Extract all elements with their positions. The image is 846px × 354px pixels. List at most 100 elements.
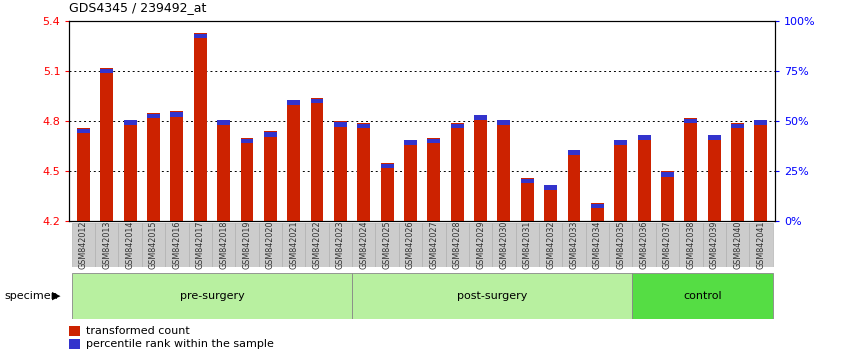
Bar xyxy=(240,139,253,143)
Bar xyxy=(235,223,259,267)
Bar xyxy=(591,204,604,209)
Bar xyxy=(661,171,674,221)
Bar xyxy=(521,178,534,221)
Text: GSM842020: GSM842020 xyxy=(266,221,275,269)
Bar xyxy=(755,120,767,125)
Bar xyxy=(329,223,352,267)
Bar xyxy=(422,223,446,267)
Text: GSM842029: GSM842029 xyxy=(476,221,485,269)
Text: GSM842014: GSM842014 xyxy=(125,221,135,269)
Bar xyxy=(492,223,515,267)
Text: transformed count: transformed count xyxy=(86,326,190,336)
Text: GSM842016: GSM842016 xyxy=(173,221,181,269)
Text: GSM842021: GSM842021 xyxy=(289,221,298,269)
Bar xyxy=(708,135,721,221)
Text: GSM842031: GSM842031 xyxy=(523,221,532,269)
Bar xyxy=(750,223,772,267)
Bar xyxy=(563,223,585,267)
Bar xyxy=(656,223,679,267)
Text: ▶: ▶ xyxy=(52,291,61,301)
Bar xyxy=(585,223,609,267)
Bar xyxy=(568,150,580,155)
Bar xyxy=(544,184,557,221)
Bar xyxy=(661,172,674,177)
Bar xyxy=(451,124,464,129)
Bar xyxy=(124,120,136,221)
Bar xyxy=(404,141,417,145)
Bar xyxy=(69,338,80,349)
Bar xyxy=(95,223,118,267)
Bar xyxy=(679,223,702,267)
Text: specimen: specimen xyxy=(4,291,58,301)
Bar xyxy=(77,129,90,133)
Bar xyxy=(398,223,422,267)
Text: GSM842034: GSM842034 xyxy=(593,221,602,269)
Text: GSM842032: GSM842032 xyxy=(547,221,555,269)
Text: GSM842023: GSM842023 xyxy=(336,221,345,269)
Bar xyxy=(731,124,744,129)
Text: GSM842037: GSM842037 xyxy=(663,221,672,269)
Text: GSM842019: GSM842019 xyxy=(243,221,251,269)
Text: GSM842025: GSM842025 xyxy=(382,221,392,269)
Bar xyxy=(69,326,80,336)
Text: GSM842035: GSM842035 xyxy=(616,221,625,269)
Bar xyxy=(427,138,440,221)
Bar xyxy=(708,136,721,140)
Bar xyxy=(702,223,726,267)
Text: GSM842033: GSM842033 xyxy=(569,221,579,269)
Bar xyxy=(638,136,651,140)
Bar xyxy=(357,124,371,129)
Bar xyxy=(170,111,184,221)
Bar xyxy=(591,203,604,221)
Text: GSM842039: GSM842039 xyxy=(710,221,719,269)
Bar xyxy=(469,223,492,267)
Bar xyxy=(474,115,487,221)
Bar xyxy=(381,164,393,169)
Bar xyxy=(568,150,580,221)
Bar xyxy=(474,115,487,120)
Bar xyxy=(633,273,772,319)
Bar xyxy=(352,223,376,267)
Bar xyxy=(259,223,282,267)
Bar xyxy=(170,112,184,117)
Bar xyxy=(305,223,329,267)
Bar xyxy=(194,33,206,221)
Bar xyxy=(118,223,142,267)
Bar xyxy=(124,120,136,125)
Text: GSM842036: GSM842036 xyxy=(640,221,649,269)
Text: GSM842022: GSM842022 xyxy=(312,221,321,269)
Bar xyxy=(264,132,277,137)
Bar xyxy=(142,223,165,267)
Bar xyxy=(515,223,539,267)
Text: GSM842028: GSM842028 xyxy=(453,221,462,269)
Bar xyxy=(101,68,113,221)
Bar xyxy=(334,122,347,127)
Bar xyxy=(614,139,627,221)
Text: GSM842015: GSM842015 xyxy=(149,221,158,269)
Bar xyxy=(427,139,440,143)
Text: GSM842013: GSM842013 xyxy=(102,221,112,269)
Bar xyxy=(684,119,697,124)
Bar xyxy=(614,141,627,145)
Bar xyxy=(638,135,651,221)
Text: post-surgery: post-surgery xyxy=(457,291,527,301)
Bar xyxy=(497,120,510,125)
Bar xyxy=(212,223,235,267)
Bar xyxy=(147,114,160,118)
Bar xyxy=(310,98,323,221)
Bar xyxy=(352,273,633,319)
Bar xyxy=(240,138,253,221)
Bar xyxy=(755,120,767,221)
Bar xyxy=(446,223,469,267)
Bar xyxy=(77,128,90,221)
Bar xyxy=(282,223,305,267)
Bar xyxy=(147,113,160,221)
Bar xyxy=(194,34,206,38)
Bar xyxy=(165,223,189,267)
Bar xyxy=(217,120,230,221)
Bar xyxy=(217,120,230,125)
Text: GSM842024: GSM842024 xyxy=(360,221,368,269)
Bar xyxy=(539,223,563,267)
Text: GSM842026: GSM842026 xyxy=(406,221,415,269)
Bar xyxy=(72,223,95,267)
